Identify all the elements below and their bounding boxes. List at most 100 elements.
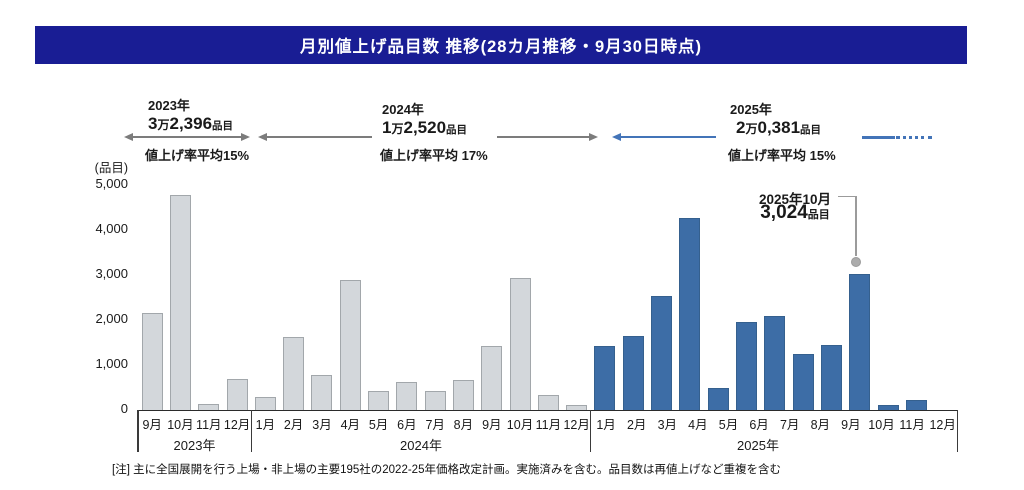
arrow-2023-right-head <box>241 132 250 141</box>
arrow-2024-right-head <box>589 132 598 141</box>
annotation-2025-number: 0,381 <box>757 117 801 137</box>
x-label-2025-1月: 1月 <box>596 418 616 432</box>
y-tick-2000: 2,000 <box>95 311 128 326</box>
x-label-2023-12月: 12月 <box>223 418 251 432</box>
x-label-2024-7月: 7月 <box>425 418 445 432</box>
y-tick-0: 0 <box>120 401 128 416</box>
x-label-2025-8月: 8月 <box>810 418 831 432</box>
x-label-2024-5月: 5月 <box>368 418 389 432</box>
x-label-2025-11月: 11月 <box>899 418 925 432</box>
bar-2025-11月 <box>877 405 899 411</box>
x-label-2024-1月: 1月 <box>255 418 276 432</box>
x-label-2025-12月: 12月 <box>929 418 956 432</box>
callout-dot <box>851 257 861 267</box>
bar-2025-5月 <box>707 388 729 410</box>
annotation-2023: 2023年 3万2,396品目 <box>148 98 233 134</box>
y-tick-3000: 3,000 <box>95 266 128 281</box>
y-tick-4000: 4,000 <box>95 221 128 236</box>
bar-2023-9月 <box>141 313 163 411</box>
bar-2025-3月 <box>651 295 673 410</box>
page-title: 月別値上げ品目数 推移(28カ月推移・9月30日時点) <box>300 38 702 56</box>
annotation-2023-year: 2023年 <box>148 98 190 113</box>
bar-2024-3月 <box>311 375 333 410</box>
x-label-2024-9月: 9月 <box>482 418 502 432</box>
callout-unit: 品目 <box>807 209 830 221</box>
bar-2024-7月 <box>424 391 446 410</box>
annotation-2023-total: 3万2,396品目 <box>148 114 233 134</box>
arrow-2024-left-line <box>266 136 372 139</box>
x-label-2025-5月: 5月 <box>718 418 739 432</box>
x-axis-baseline <box>138 409 958 412</box>
annotation-2024-year: 2024年 <box>382 102 424 117</box>
annotation-2024-number: 2,520 <box>403 117 447 137</box>
x-group-label-2025: 2025年 <box>737 438 779 453</box>
x-label-2023-10月: 10月 <box>167 418 194 432</box>
arrow-2025-dotted-line <box>896 135 932 139</box>
annotation-2024-rate: 値上げ率平均 17% <box>380 148 488 163</box>
x-label-2024-10月: 10月 <box>506 418 534 432</box>
annotation-2023-man: 万 <box>157 117 170 132</box>
x-label-2025-2月: 2月 <box>626 418 647 432</box>
footnote: [注] 主に全国展開を行う上場・非上場の主要195社の2022-25年価格改定計… <box>112 464 781 476</box>
bar-2024-8月 <box>452 380 474 410</box>
x-label-2023-11月: 11月 <box>196 418 222 432</box>
x-label-2023-9月: 9月 <box>142 418 162 432</box>
x-label-2025-10月: 10月 <box>868 418 895 432</box>
bar-2025-10月 <box>849 273 871 410</box>
y-tick-1000: 1,000 <box>95 356 128 371</box>
bar-2025-4月 <box>679 217 701 410</box>
bar-2025-6月 <box>736 321 757 410</box>
annotation-2024-total: 1万2,520品目 <box>382 118 467 138</box>
y-axis-unit-label: (品目) <box>94 161 128 175</box>
x-label-2024-12月: 12月 <box>563 418 590 432</box>
x-label-2024-3月: 3月 <box>312 418 332 432</box>
annotation-2025-prefix: 2 <box>736 117 746 137</box>
bar-2025-8月 <box>792 354 814 410</box>
annotation-2024: 2024年 1万2,520品目 <box>382 102 467 138</box>
axis-border-right <box>956 410 958 452</box>
bar-2025-9月 <box>820 344 842 411</box>
x-label-2025-4月: 4月 <box>688 418 708 432</box>
annotation-2023-number: 2,396 <box>169 113 213 133</box>
x-label-2025-7月: 7月 <box>779 418 800 432</box>
callout-number: 3,024 <box>760 202 808 223</box>
y-tick-5000: 5,000 <box>95 176 128 191</box>
bar-2024-5月 <box>368 391 389 410</box>
x-label-2024-8月: 8月 <box>453 418 474 432</box>
bar-2023-11月 <box>198 403 220 410</box>
annotation-2024-unit: 品目 <box>446 123 468 136</box>
annotation-2023-rate: 値上げ率平均15% <box>145 148 250 163</box>
x-label-2024-11月: 11月 <box>535 418 562 432</box>
bar-2024-12月 <box>566 404 588 410</box>
bar-2025-2月 <box>622 335 644 411</box>
x-group-label-2024: 2024年 <box>400 438 442 453</box>
annotation-2025-rate: 値上げ率平均 15% <box>728 148 836 163</box>
bar-2024-2月 <box>283 337 305 410</box>
x-label-2025-3月: 3月 <box>657 418 678 432</box>
annotation-2024-man: 万 <box>391 121 404 136</box>
arrow-2024-right-line <box>497 136 590 139</box>
bar-2024-11月 <box>537 394 559 410</box>
bar-2024-6月 <box>396 382 418 410</box>
callout-connector-horizontal <box>838 195 856 197</box>
bar-2024-10月 <box>509 278 531 410</box>
bar-2025-7月 <box>764 315 786 410</box>
annotation-2025-man: 万 <box>745 121 758 136</box>
arrow-2023-left-head <box>124 132 133 141</box>
axis-border-left <box>137 410 139 452</box>
annotation-2023-prefix: 3 <box>148 113 158 133</box>
annotation-2025: 2025年 2万0,381品目 <box>730 102 821 138</box>
x-label-2025-6月: 6月 <box>749 418 769 432</box>
annotation-2024-prefix: 1 <box>382 117 392 137</box>
x-label-2024-4月: 4月 <box>340 418 361 432</box>
bar-2023-12月 <box>226 379 248 410</box>
callout-label: 2025年10月 <box>758 192 832 207</box>
title-bar: 月別値上げ品目数 推移(28カ月推移・9月30日時点) <box>35 26 967 64</box>
annotation-2025-total: 2万0,381品目 <box>736 118 821 138</box>
x-label-2025-9月: 9月 <box>841 418 861 432</box>
x-group-label-2023: 2023年 <box>173 438 216 453</box>
annotation-2025-year: 2025年 <box>730 102 772 117</box>
bar-2023-10月 <box>170 194 191 410</box>
year-divider-2024-2025 <box>590 410 592 452</box>
